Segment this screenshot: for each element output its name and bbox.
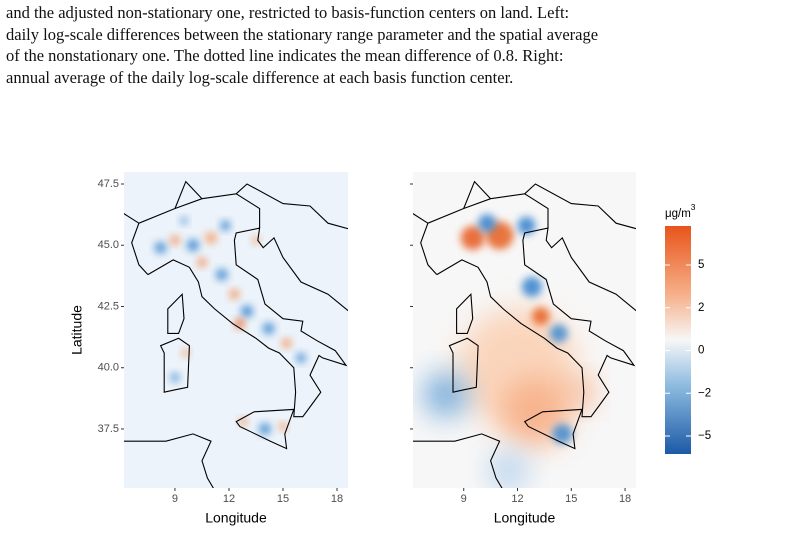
- field-blob: [517, 216, 536, 235]
- legend-label: −5: [698, 430, 711, 442]
- field-blob: [460, 225, 485, 250]
- field-blob: [179, 216, 188, 225]
- y-axis-title: Latitude: [69, 305, 85, 355]
- field-blob: [565, 377, 596, 408]
- field-blob: [552, 423, 573, 444]
- legend-label: 2: [698, 302, 704, 314]
- coastline: [413, 213, 429, 224]
- field-blob: [186, 239, 199, 252]
- field-blob: [240, 305, 253, 318]
- field-blob: [258, 422, 271, 435]
- coastline: [235, 408, 295, 450]
- legend-label: −2: [698, 387, 711, 399]
- x-axis-title: Longitude: [494, 510, 556, 526]
- x-tick-label: 15: [565, 493, 577, 505]
- field-blob: [204, 231, 217, 244]
- map-background: [124, 172, 348, 488]
- coastline: [413, 433, 503, 488]
- field-blob: [531, 307, 550, 326]
- y-tick-label: 37.5: [98, 423, 119, 435]
- y-tick-label: 47.5: [98, 178, 119, 190]
- field-blob: [549, 324, 568, 343]
- legend-label: 0: [698, 345, 704, 357]
- field-blob: [500, 376, 571, 447]
- caption-line: annual average of the daily log-scale di…: [6, 67, 514, 87]
- coastline: [124, 433, 214, 488]
- legend-title: μg/m3: [665, 202, 696, 220]
- y-tick-label: 42.5: [98, 300, 119, 312]
- x-axis-title: Longitude: [205, 510, 267, 526]
- field-blob: [234, 318, 245, 329]
- colorbar: [665, 226, 691, 454]
- field-blob: [251, 236, 260, 245]
- coastline: [167, 292, 185, 334]
- coastline: [523, 408, 583, 450]
- caption-line: and the adjusted non-stationary one, res…: [6, 3, 570, 22]
- field-blob: [215, 268, 228, 281]
- field-blob: [154, 241, 167, 254]
- coastline: [448, 337, 479, 393]
- field-blob: [281, 338, 292, 349]
- field-blob: [478, 214, 497, 233]
- field-blob: [239, 417, 248, 426]
- caption: and the adjusted non-stationary one, res…: [6, 2, 786, 88]
- coastline: [456, 292, 474, 334]
- x-tick-label: 12: [511, 493, 523, 505]
- coastline: [436, 227, 636, 418]
- coastline: [159, 337, 190, 393]
- field-blob: [220, 220, 231, 231]
- legend-title-text: μg/m: [665, 208, 691, 220]
- y-tick-label: 40.0: [98, 362, 119, 374]
- x-tick-label: 15: [277, 493, 289, 505]
- map-panel: [124, 172, 348, 488]
- coastline: [524, 183, 636, 230]
- coastline: [235, 183, 348, 230]
- field-blob: [196, 257, 207, 268]
- field-blob: [296, 352, 307, 363]
- field-blob: [229, 289, 240, 300]
- field-blob: [423, 372, 468, 417]
- field-blob: [181, 349, 190, 358]
- x-tick-label: 18: [331, 493, 343, 505]
- coastline: [174, 180, 203, 209]
- x-tick-label: 12: [223, 493, 235, 505]
- legend-title-sup: 3: [691, 202, 696, 212]
- y-tick-label: 45.0: [98, 239, 119, 251]
- x-tick-label: 18: [619, 493, 631, 505]
- caption-line: of the nonstationary one. The dotted lin…: [6, 46, 564, 65]
- field-blob: [262, 322, 275, 335]
- caption-line: daily log-scale differences between the …: [6, 24, 599, 44]
- legend-label: 5: [698, 259, 704, 271]
- field-blob: [488, 450, 529, 488]
- field-blob: [169, 235, 180, 246]
- field-blob: [521, 276, 542, 297]
- coastline: [463, 180, 492, 209]
- coastline: [147, 227, 348, 418]
- coastline: [124, 213, 140, 224]
- x-tick-label: 9: [172, 493, 178, 505]
- field-blob: [169, 372, 180, 383]
- field-blob: [278, 422, 287, 431]
- x-tick-label: 9: [461, 493, 467, 505]
- map-panel: [413, 172, 636, 488]
